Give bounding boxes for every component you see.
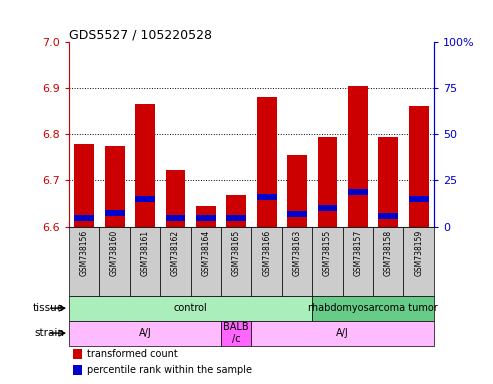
Text: GSM738160: GSM738160 [110,230,119,276]
Bar [69,227,100,296]
Bar [403,227,434,296]
Bar [221,321,251,346]
Bar [373,227,403,296]
Bar [130,227,160,296]
Bar [196,206,216,227]
Text: GSM738159: GSM738159 [414,230,423,276]
Bar [160,227,191,296]
Bar [72,365,82,375]
Text: rhabdomyosarcoma tumor: rhabdomyosarcoma tumor [308,303,438,313]
Bar [74,215,94,220]
Text: GDS5527 / 105220528: GDS5527 / 105220528 [69,28,212,41]
Bar [221,227,251,296]
Bar [74,144,94,227]
Bar [348,189,368,195]
Bar [191,227,221,296]
Bar [196,215,216,221]
Text: GSM738158: GSM738158 [384,230,393,276]
Text: strain: strain [34,328,64,338]
Text: transformed count: transformed count [87,349,178,359]
Bar [135,196,155,202]
Bar [135,104,155,227]
Text: A/J: A/J [139,328,151,338]
Bar [287,211,307,217]
Bar [100,227,130,296]
Bar [257,194,277,200]
Bar [312,227,343,296]
Text: A/J: A/J [336,328,349,338]
Text: percentile rank within the sample: percentile rank within the sample [87,365,252,375]
Text: control: control [174,303,208,313]
Bar [378,213,398,219]
Bar [317,205,337,211]
Text: GSM738163: GSM738163 [292,230,302,276]
Text: GSM738155: GSM738155 [323,230,332,276]
Text: GSM738166: GSM738166 [262,230,271,276]
Bar [287,155,307,227]
Bar [166,215,185,220]
Bar [378,137,398,227]
Bar [105,146,125,227]
Bar [348,86,368,227]
Text: GSM738165: GSM738165 [232,230,241,276]
Bar [226,195,246,227]
Bar [282,227,312,296]
Text: BALB
/c: BALB /c [223,322,249,344]
Text: GSM738157: GSM738157 [353,230,362,276]
Text: GSM738162: GSM738162 [171,230,180,276]
Bar [72,349,82,359]
Bar [69,321,221,346]
Bar [69,296,312,321]
Bar [343,227,373,296]
Text: GSM738164: GSM738164 [201,230,211,276]
Bar [105,210,125,217]
Bar [317,137,337,227]
Text: GSM738161: GSM738161 [141,230,149,276]
Bar [312,296,434,321]
Bar [226,215,246,221]
Text: GSM738156: GSM738156 [80,230,89,276]
Bar [409,196,428,202]
Bar [409,106,428,227]
Text: tissue: tissue [33,303,64,313]
Bar [251,227,282,296]
Bar [251,321,434,346]
Bar [257,97,277,227]
Bar [166,170,185,227]
